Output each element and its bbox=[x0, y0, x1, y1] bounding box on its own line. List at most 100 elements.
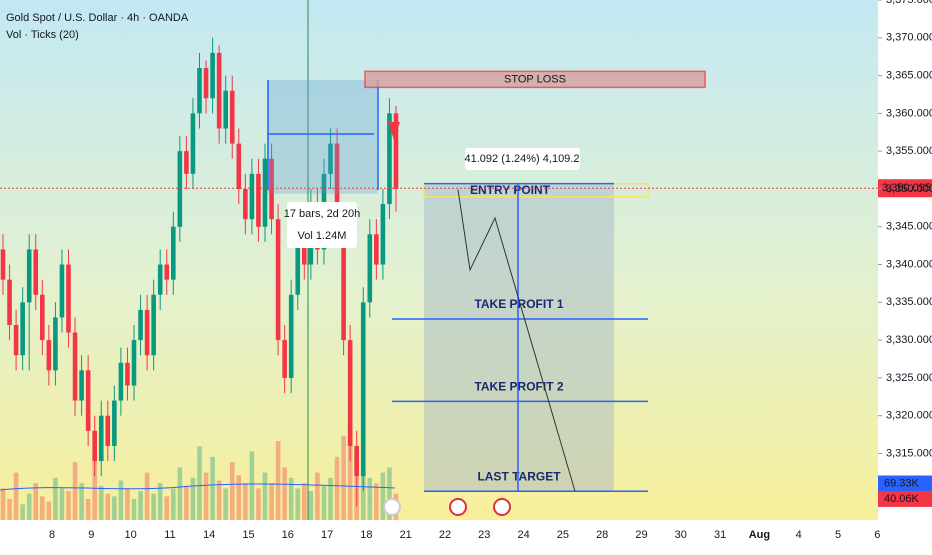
volume-bar bbox=[190, 477, 196, 520]
target-label: LAST TARGET bbox=[477, 469, 561, 483]
candle-body bbox=[184, 151, 189, 174]
volume-bar bbox=[347, 425, 353, 520]
candle-body bbox=[0, 249, 6, 280]
volume-tag bbox=[878, 490, 932, 507]
volume-bar bbox=[138, 491, 143, 520]
volume-bar bbox=[243, 483, 248, 520]
y-tick-label: 3,315.000 bbox=[886, 447, 932, 459]
y-tick-label: 3,345.000 bbox=[886, 221, 932, 233]
volume-bar bbox=[229, 462, 235, 520]
y-tick-label: 3,335.000 bbox=[886, 296, 932, 308]
volume-bar bbox=[184, 485, 189, 520]
candle-body bbox=[7, 279, 12, 325]
range-label: 41.092 (1.24%) 4,109.2 bbox=[465, 153, 580, 165]
volume-bar bbox=[118, 480, 124, 520]
marks bbox=[0, 37, 399, 520]
volume-bar bbox=[98, 485, 104, 520]
candle-body bbox=[295, 226, 301, 295]
candle-body bbox=[131, 340, 137, 386]
event-icon bbox=[449, 498, 467, 516]
chart-subtitle: Vol · Ticks (20) bbox=[6, 29, 79, 41]
candle-body bbox=[13, 325, 19, 356]
x-tick-label: 31 bbox=[714, 529, 726, 541]
candle-body bbox=[262, 158, 268, 227]
path-zigzag bbox=[457, 189, 576, 492]
target-label: TAKE PROFIT 1 bbox=[474, 297, 563, 311]
candle-body bbox=[374, 234, 379, 265]
candle-body bbox=[98, 415, 104, 462]
x-tick-label: 18 bbox=[360, 529, 372, 541]
candle-body bbox=[144, 309, 150, 356]
candle-body bbox=[112, 400, 117, 446]
event-icon bbox=[493, 498, 511, 516]
volume-bar bbox=[131, 498, 137, 520]
candle-body bbox=[347, 340, 353, 446]
candle-body bbox=[20, 302, 25, 356]
candle-body bbox=[59, 264, 65, 318]
candle-body bbox=[190, 113, 196, 174]
x-tick-label: 22 bbox=[439, 529, 451, 541]
candle-body bbox=[164, 264, 170, 280]
candle-body bbox=[256, 173, 261, 227]
stop-loss-label: STOP LOSS bbox=[504, 73, 566, 85]
candle-body bbox=[328, 143, 333, 174]
volume-bar bbox=[105, 493, 111, 520]
candle-body bbox=[197, 68, 202, 114]
target-label: TAKE PROFIT 2 bbox=[474, 380, 563, 394]
y-tick-label: 3,325.000 bbox=[886, 372, 932, 384]
candle-body bbox=[393, 113, 399, 189]
candle-body bbox=[236, 143, 242, 189]
volume-bar bbox=[374, 483, 379, 520]
volume-bar bbox=[33, 483, 39, 520]
candle-body bbox=[125, 362, 130, 386]
volume-tag-label: 69.33K bbox=[884, 477, 920, 489]
drawings: STOP LOSS ENTRY POINT TAKE PROFIT 1 TAKE PR… bbox=[0, 70, 932, 516]
volume-bar bbox=[13, 472, 19, 520]
volume-bar bbox=[282, 467, 287, 520]
x-tick-label: 21 bbox=[400, 529, 412, 541]
volume-bar bbox=[269, 483, 274, 520]
volume-bar bbox=[157, 483, 163, 520]
volume-bar bbox=[315, 472, 320, 520]
candle-body bbox=[210, 52, 215, 99]
volume-bar bbox=[367, 477, 373, 520]
bars-label-bg bbox=[287, 202, 357, 248]
x-tick-label: 10 bbox=[124, 529, 136, 541]
candle-body bbox=[177, 151, 183, 227]
volume-bar bbox=[387, 467, 392, 520]
volume-bar bbox=[0, 488, 6, 520]
x-tick-label: 11 bbox=[164, 529, 175, 541]
volume-bar bbox=[26, 493, 32, 520]
volume-bar bbox=[249, 451, 255, 520]
candle-body bbox=[203, 68, 209, 99]
volume-bar bbox=[321, 485, 327, 520]
x-tick-label: 9 bbox=[88, 529, 94, 541]
last-price-label: 3,350.095 bbox=[882, 182, 931, 194]
candle-body bbox=[354, 445, 359, 477]
volume-bar bbox=[308, 491, 314, 520]
chart-title: Gold Spot / U.S. Dollar · 4h · OANDA bbox=[6, 12, 189, 24]
x-tick-label: 15 bbox=[242, 529, 254, 541]
y-tick-label: 3,370.000 bbox=[886, 32, 932, 44]
volume-bar bbox=[203, 472, 209, 520]
x-tick-label: 23 bbox=[478, 529, 490, 541]
volume-bar bbox=[112, 496, 117, 520]
volume-bar bbox=[334, 456, 340, 520]
candle-body bbox=[282, 340, 287, 378]
x-tick-label: 25 bbox=[557, 529, 569, 541]
volume-bar bbox=[59, 488, 65, 520]
volume-bar bbox=[380, 472, 386, 520]
candle-body bbox=[380, 204, 386, 265]
x-tick-label: 16 bbox=[282, 529, 294, 541]
candle-body bbox=[334, 143, 340, 220]
y-tick-label: 3,340.000 bbox=[886, 258, 932, 270]
volume-bar bbox=[79, 483, 84, 520]
candle-body bbox=[40, 294, 45, 341]
volume-bar bbox=[177, 467, 183, 520]
volume-bar bbox=[302, 483, 307, 520]
y-tick-label: 3,330.000 bbox=[886, 334, 932, 346]
volume-bar bbox=[216, 480, 222, 520]
x-tick-label: 5 bbox=[835, 529, 841, 541]
volume-bar bbox=[197, 446, 202, 520]
